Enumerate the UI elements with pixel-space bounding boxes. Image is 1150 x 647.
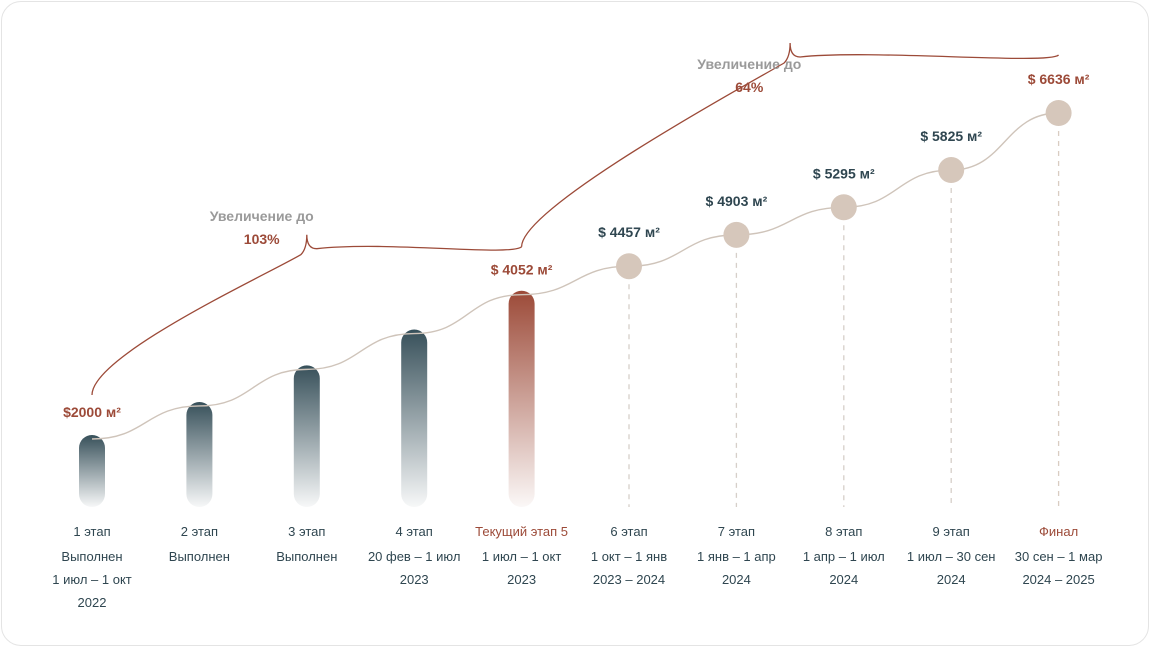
- price-label-8: $ 5295 м²: [813, 165, 875, 181]
- stage-detail-6-1: 1 окт – 1 янв: [591, 549, 667, 564]
- price-label-7: $ 4903 м²: [706, 193, 768, 209]
- growth-value-2: 64%: [735, 79, 764, 95]
- growth-brace-1: [91, 234, 523, 396]
- stage-detail-3-1: Выполнен: [276, 549, 337, 564]
- stage-point-7: [723, 221, 750, 248]
- data-points: [616, 100, 1072, 280]
- stage-detail-2-1: Выполнен: [169, 549, 230, 564]
- price-label-9: $ 5825 м²: [920, 128, 982, 144]
- stage-detail-8-2: 2024: [829, 572, 858, 587]
- stage-bar-3: [293, 365, 320, 507]
- stage-point-10: [1045, 100, 1072, 126]
- stage-detail-4-2: 2023: [400, 572, 429, 587]
- stage-detail-6-2: 2023 – 2024: [593, 572, 665, 587]
- stage-name-9: 9 этап: [933, 524, 970, 539]
- stage-name-8: 8 этап: [825, 524, 862, 539]
- price-label-6: $ 4457 м²: [598, 224, 660, 240]
- stage-detail-8-1: 1 апр – 1 июл: [803, 549, 885, 564]
- stage-detail-1-3: 2022: [78, 595, 107, 610]
- stage-name-3: 3 этап: [288, 524, 325, 539]
- stage-bar-2: [186, 401, 213, 507]
- stage-detail-10-1: 30 сен – 1 мар: [1015, 549, 1103, 564]
- stage-name-1: 1 этап: [73, 524, 110, 539]
- growth-value-1: 103%: [244, 231, 280, 247]
- stage-detail-10-2: 2024 – 2025: [1022, 572, 1094, 587]
- stage-detail-5-1: 1 июл – 1 окт: [482, 549, 562, 564]
- growth-brace-2: [520, 42, 1060, 247]
- stage-name-2: 2 этап: [181, 524, 218, 539]
- price-labels: $2000 м² $ 4052 м² $ 4457 м² $ 4903 м² $ 529…: [63, 71, 1090, 420]
- stage-name-5: Текущий этап 5: [475, 524, 568, 539]
- stage-detail-5-2: 2023: [507, 572, 536, 587]
- stage-name-6: 6 этап: [610, 524, 647, 539]
- stage-detail-7-1: 1 янв – 1 апр: [697, 549, 776, 564]
- stage-labels: 1 этап Выполнен 1 июл – 1 окт 2022 2 этап Вып…: [52, 524, 1102, 610]
- stage-bar-4: [401, 329, 428, 507]
- stage-detail-7-2: 2024: [722, 572, 751, 587]
- growth-title-2: Увеличение до: [697, 56, 801, 72]
- stage-detail-9-1: 1 июл – 30 сен: [907, 549, 996, 564]
- trend-line: [91, 112, 1059, 440]
- stage-bar-1: [79, 435, 105, 507]
- price-label-10: $ 6636 м²: [1028, 71, 1090, 87]
- stage-point-8: [830, 194, 857, 221]
- stage-detail-4-1: 20 фев – 1 июл: [368, 549, 461, 564]
- stage-detail-9-2: 2024: [937, 572, 966, 587]
- stage-point-6: [616, 253, 642, 280]
- stage-detail-1-2: 1 июл – 1 окт: [52, 572, 132, 587]
- stage-name-7: 7 этап: [718, 524, 755, 539]
- growth-title-1: Увеличение до: [210, 208, 314, 224]
- growth-braces: Увеличение до 103% Увеличение до 64%: [91, 42, 1060, 396]
- price-label-1: $2000 м²: [63, 404, 121, 420]
- trend-line-group: [91, 112, 1059, 440]
- stage-point-9: [938, 157, 965, 184]
- stage-name-10: Финал: [1039, 524, 1078, 539]
- stage-name-4: 4 этап: [396, 524, 433, 539]
- stage-detail-1-1: Выполнен: [61, 549, 122, 564]
- price-label-5: $ 4052 м²: [491, 262, 553, 278]
- guide-lines: [628, 131, 1060, 507]
- bars: [79, 290, 535, 507]
- stage-bar-5: [508, 290, 535, 507]
